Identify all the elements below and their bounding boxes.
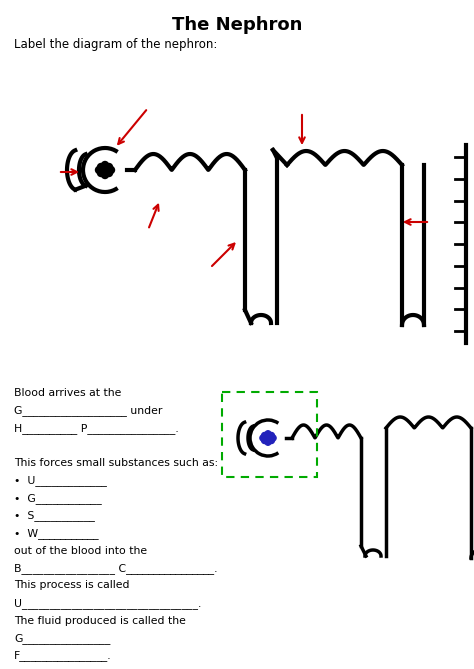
Text: U________________________________.: U________________________________.: [14, 598, 201, 609]
Text: This forces small substances such as:: This forces small substances such as:: [14, 458, 218, 468]
Text: G___________________ under: G___________________ under: [14, 405, 163, 416]
Text: •  S___________: • S___________: [14, 510, 95, 521]
Circle shape: [265, 431, 271, 437]
Circle shape: [265, 435, 271, 441]
Circle shape: [98, 163, 104, 171]
Text: G________________: G________________: [14, 633, 110, 644]
Text: B_________________ C________________.: B_________________ C________________.: [14, 563, 218, 574]
Text: The Nephron: The Nephron: [172, 16, 302, 34]
Circle shape: [101, 171, 109, 179]
Circle shape: [262, 432, 268, 438]
Circle shape: [101, 167, 109, 173]
Circle shape: [268, 438, 274, 444]
Text: F________________.: F________________.: [14, 650, 111, 662]
Circle shape: [106, 169, 112, 177]
Circle shape: [265, 440, 271, 446]
Circle shape: [101, 161, 109, 169]
Circle shape: [268, 432, 274, 438]
Circle shape: [260, 435, 266, 441]
Text: The fluid produced is called the: The fluid produced is called the: [14, 615, 186, 626]
Circle shape: [98, 169, 104, 177]
Text: H__________ P________________.: H__________ P________________.: [14, 423, 179, 434]
Circle shape: [108, 167, 115, 173]
Text: out of the blood into the: out of the blood into the: [14, 545, 147, 555]
Text: Blood arrives at the: Blood arrives at the: [14, 388, 121, 398]
Circle shape: [95, 167, 102, 173]
Text: •  U_____________: • U_____________: [14, 476, 107, 486]
Circle shape: [270, 435, 276, 441]
Text: This process is called: This process is called: [14, 581, 129, 591]
Text: •  W___________: • W___________: [14, 528, 99, 539]
Text: Label the diagram of the nephron:: Label the diagram of the nephron:: [14, 38, 218, 51]
Bar: [222, 392, 317, 477]
Circle shape: [262, 438, 268, 444]
Circle shape: [106, 163, 112, 171]
Text: •  G____________: • G____________: [14, 493, 102, 504]
